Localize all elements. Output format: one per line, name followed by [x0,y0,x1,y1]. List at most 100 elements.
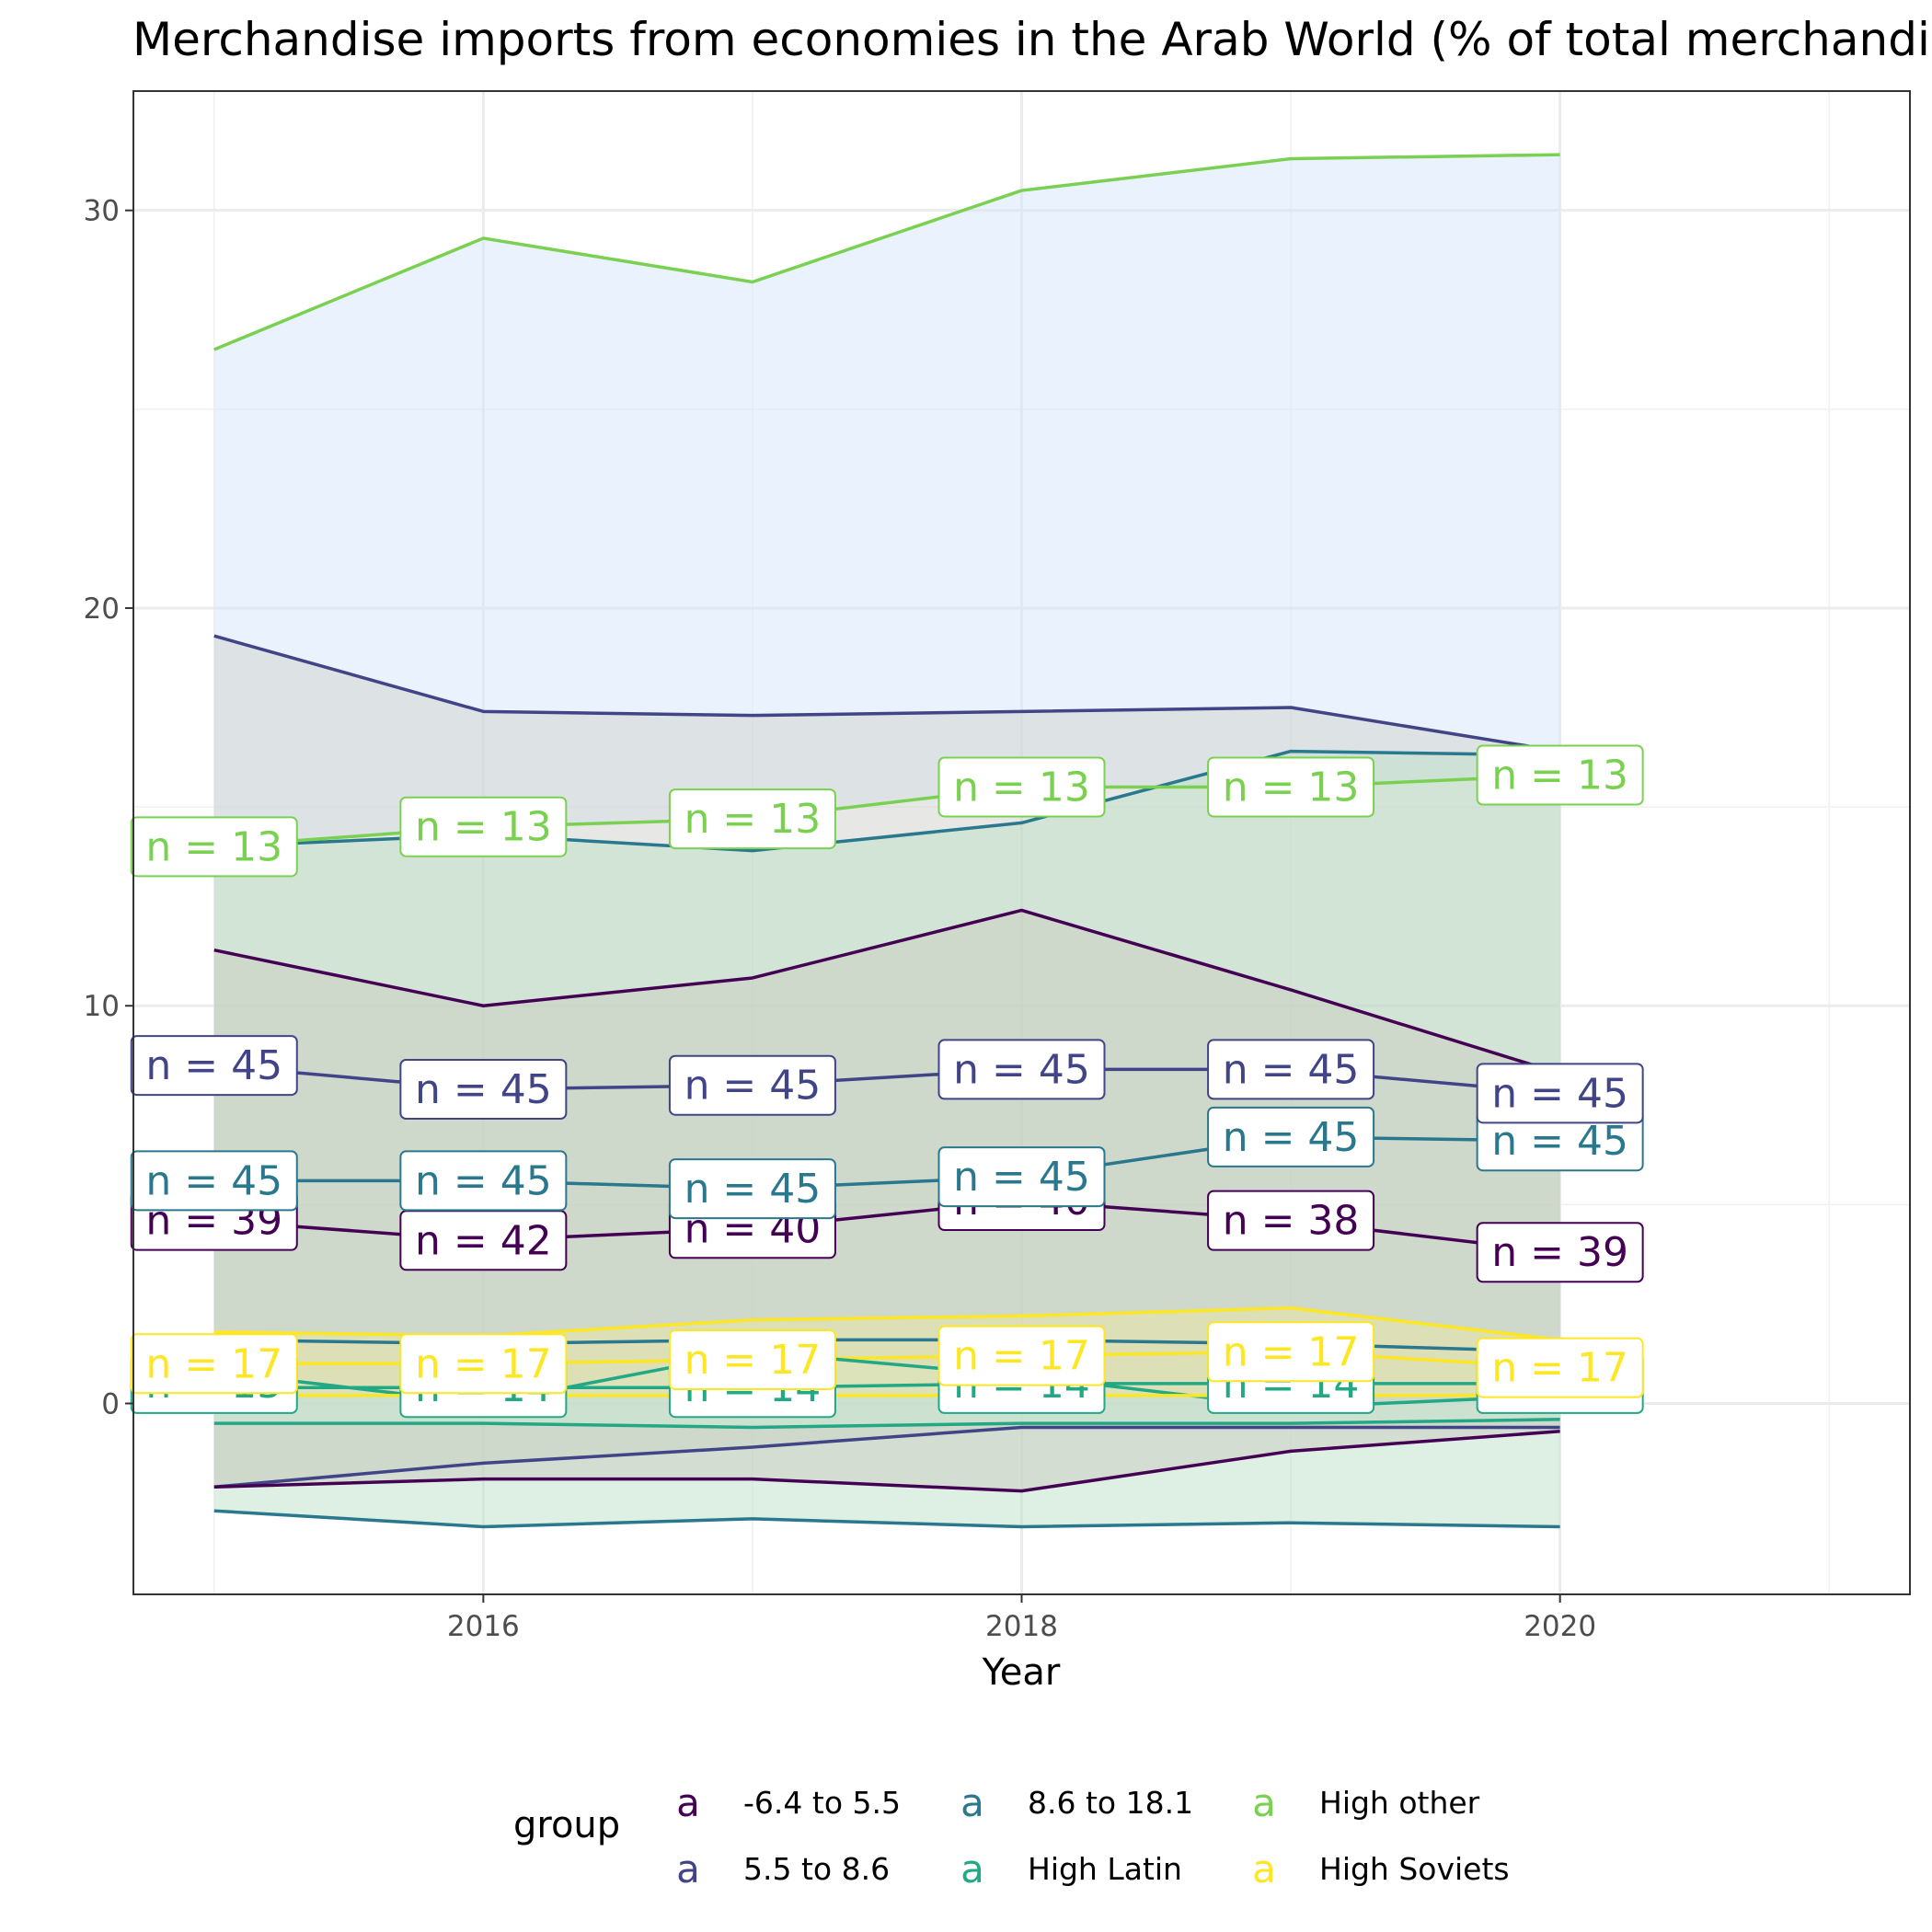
count-label-text: n = 13 [1223,764,1360,811]
band-high-other [213,155,1560,847]
count-label-box [130,816,298,878]
count-label-text: n = 17 [145,1340,282,1387]
legend-key-glyph: a [676,1780,700,1825]
count-label: n = 13 [937,756,1106,818]
count-label-text: n = 45 [1491,1070,1628,1117]
x-tick-label: 2020 [1524,1610,1596,1643]
count-label-text: n = 45 [684,1166,822,1213]
count-label: n = 45 [399,1059,568,1121]
legend-key-glyph: a [960,1846,984,1892]
count-label-text: n = 42 [415,1217,552,1264]
count-labels: n = 15n = 14n = 14n = 14n = 14n = 14n = … [130,744,1644,1419]
count-label-box [1476,744,1644,806]
count-label-text: n = 13 [953,764,1090,811]
count-label-text: n = 17 [1223,1328,1360,1375]
count-label: n = 13 [1476,744,1644,806]
count-label: n = 45 [1207,1106,1375,1167]
count-label: n = 17 [1476,1337,1644,1398]
legend-label: 8.6 to 18.1 [1028,1785,1193,1821]
y-tick-label: 0 [101,1388,120,1421]
count-label: n = 17 [399,1333,568,1395]
legend-key-glyph: a [960,1780,984,1825]
legend-label: 5.5 to 8.6 [743,1851,890,1887]
count-label-box [1207,1039,1375,1100]
legend-item-5-5-to-8-6: a 5.5 to 8.6 [676,1846,890,1892]
count-label-box [1476,1222,1644,1283]
count-label-text: n = 17 [1491,1345,1628,1392]
count-label-text: n = 13 [415,804,552,851]
count-label-box [399,796,568,857]
count-label-text: n = 45 [1223,1114,1360,1161]
count-label-box [1207,1190,1375,1251]
legend-key-glyph: a [676,1846,700,1892]
count-label: n = 13 [130,816,298,878]
x-tick-label: 2016 [447,1610,520,1643]
count-label: n = 45 [130,1150,298,1212]
legend-title: group [513,1804,620,1846]
count-label-box [399,1059,568,1121]
count-label-box [399,1333,568,1395]
count-label-text: n = 45 [1491,1118,1628,1165]
legend-label: High Latin [1028,1851,1182,1887]
count-label-box [399,1150,568,1212]
count-label-text: n = 17 [415,1340,552,1387]
chart-title: Merchandise imports from economies in th… [132,13,1932,66]
count-label-box [937,1146,1106,1208]
count-label-box [130,1035,298,1097]
count-label: n = 17 [937,1325,1106,1386]
count-label: n = 38 [1207,1190,1375,1251]
count-label-text: n = 13 [1491,753,1628,799]
legend-label: -6.4 to 5.5 [743,1785,901,1821]
count-label: n = 17 [130,1333,298,1395]
count-label: n = 45 [1476,1063,1644,1124]
legend-item-high-soviets: a High Soviets [1252,1846,1509,1892]
y-tick-label: 20 [84,592,120,626]
count-label: n = 45 [399,1150,568,1212]
count-label: n = 13 [1207,756,1375,818]
count-label-box [1476,1337,1644,1398]
count-label: n = 45 [1207,1039,1375,1100]
count-label-box [668,788,836,850]
count-label-text: n = 17 [684,1337,822,1384]
series-line-5-5-to-8-6-upper [213,634,1560,753]
series-line-6-4-to-5-5-upper [213,908,1561,1075]
series-line-5-5-to-8-6-lower [213,1425,1560,1489]
count-label-text: n = 45 [145,1042,282,1089]
count-label: n = 42 [399,1210,568,1271]
count-label-text: n = 45 [953,1046,1090,1093]
count-label-box [130,1333,298,1395]
legend-label: High other [1319,1785,1480,1821]
legend-label: High Soviets [1319,1851,1510,1887]
plot-area: n = 15n = 14n = 14n = 14n = 14n = 14n = … [130,90,1911,1595]
count-label-box [1207,1106,1375,1167]
count-label-box [937,1325,1106,1386]
count-label: n = 45 [937,1146,1106,1208]
legend-item-high-other: a High other [1252,1780,1480,1825]
series-line-6-4-to-5-5-lower [213,1430,1560,1493]
count-label-box [937,756,1106,818]
count-label-box [1476,1063,1644,1124]
x-axis-title: Year [982,1651,1061,1694]
legend: group a -6.4 to 5.5 a 5.5 to 8.6 a 8.6 to 18.… [513,1780,1510,1892]
count-label-text: n = 13 [684,796,822,843]
count-label: n = 17 [668,1328,836,1390]
count-label-box [1207,1321,1375,1383]
count-label-text: n = 45 [415,1157,552,1204]
x-tick-label: 2018 [985,1610,1058,1643]
legend-item-8-6-to-18-1: a 8.6 to 18.1 [960,1780,1193,1825]
count-label-text: n = 45 [684,1063,822,1110]
y-tick-label: 30 [84,195,120,228]
count-label-box [668,1328,836,1390]
y-axis: 0 10 20 30 [84,195,133,1421]
legend-item-6-4-to-5-5: a -6.4 to 5.5 [676,1780,901,1825]
count-label: n = 13 [399,796,568,857]
series-line-high-latin-lower [213,1418,1560,1430]
legend-item-high-latin: a High Latin [960,1846,1182,1892]
count-label: n = 17 [1207,1321,1375,1383]
series-line-8-6-to-18-1-lower [213,1509,1560,1529]
count-label-box [668,1054,836,1116]
legend-items: a -6.4 to 5.5 a 5.5 to 8.6 a 8.6 to 18.1 a High… [676,1780,1509,1892]
count-label: n = 39 [1476,1222,1644,1283]
legend-key-glyph: a [1252,1780,1276,1825]
